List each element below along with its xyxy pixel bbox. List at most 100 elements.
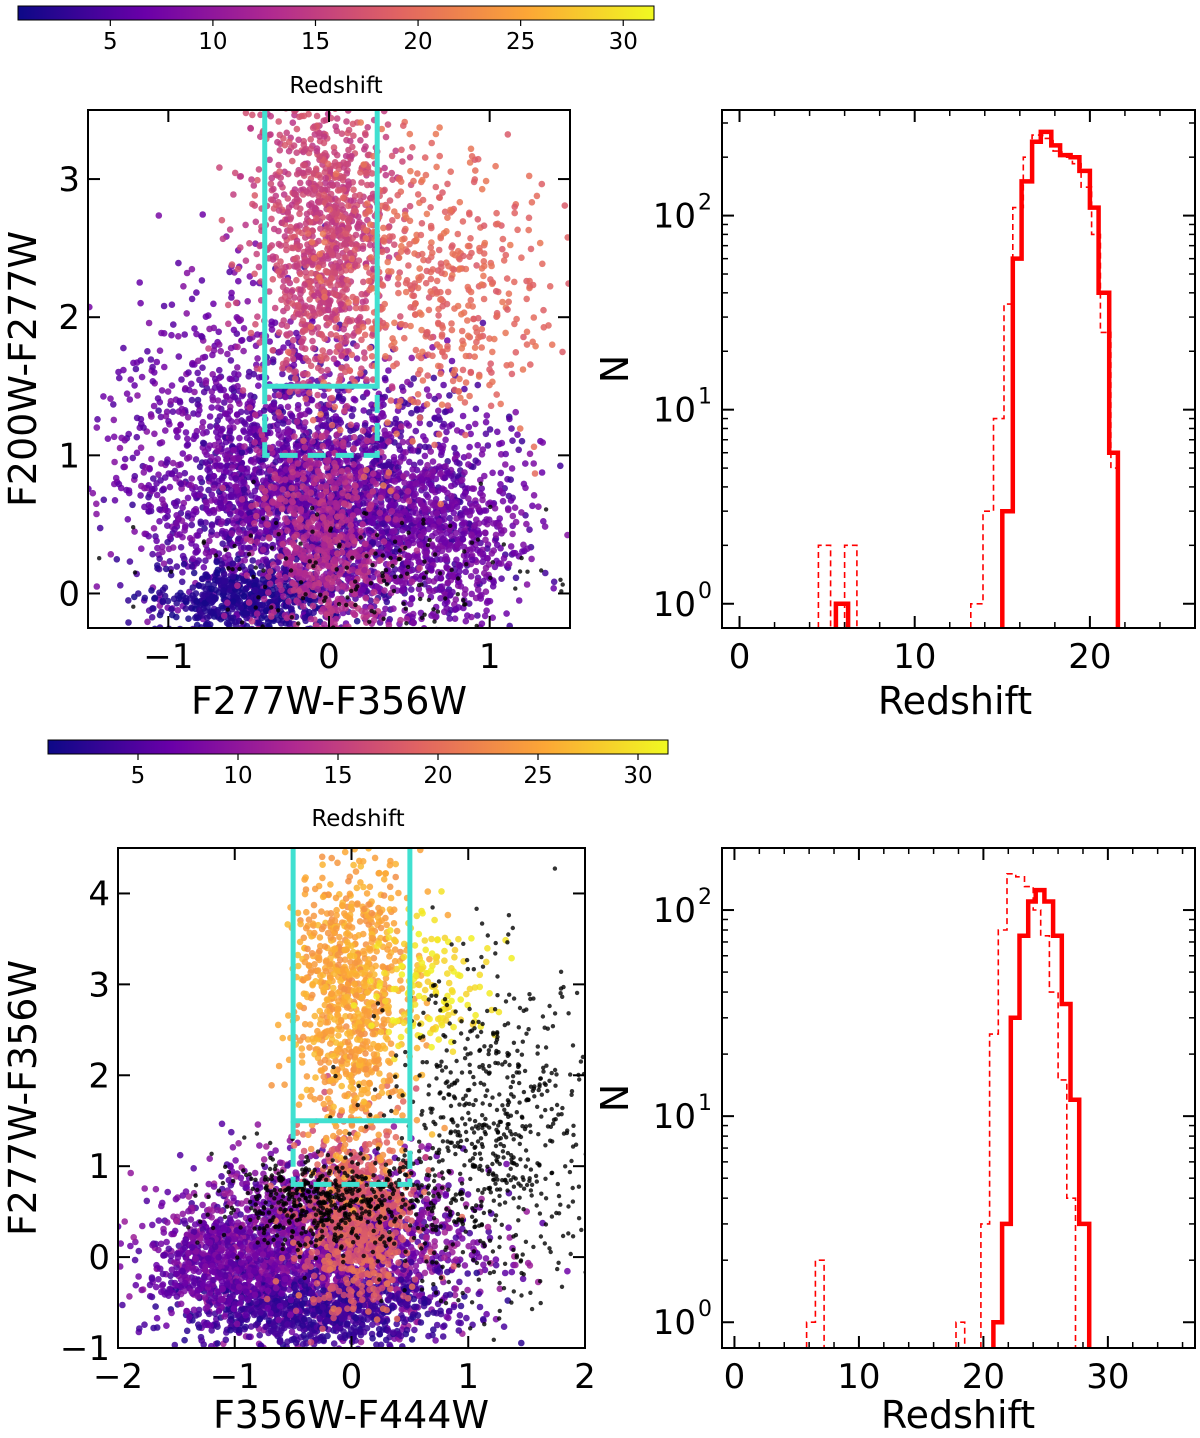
top-scatter-point — [117, 582, 124, 589]
top-scatter-point — [409, 466, 416, 473]
top-scatter-point — [202, 313, 210, 321]
top-scatter-point — [397, 423, 405, 430]
top-scatter-point — [515, 597, 523, 604]
top-scatter-point — [245, 578, 252, 586]
top-scatter-point — [171, 525, 178, 533]
top-scatter-point — [100, 496, 108, 504]
top-scatter-point — [144, 618, 151, 626]
top-scatter-point — [448, 572, 456, 580]
top-scatter-point — [540, 518, 547, 525]
top-scatter-point — [274, 421, 281, 428]
top-scatter-point — [198, 277, 206, 284]
top-scatter-point — [137, 444, 145, 452]
top-scatter-point — [124, 516, 132, 523]
top-scatter-point — [441, 539, 449, 546]
top-scatter-point — [260, 436, 268, 444]
top-scatter-point — [149, 605, 156, 612]
top-scatter-point — [194, 369, 201, 377]
top-scatter-point — [173, 613, 180, 621]
top-scatter-point — [121, 463, 129, 471]
top-scatter-point — [215, 328, 222, 336]
top-scatter-point — [232, 299, 240, 307]
top-scatter-point — [412, 490, 419, 498]
top-scatter-point — [515, 446, 522, 454]
top-scatter-point — [320, 392, 328, 399]
top-scatter-point — [151, 369, 158, 376]
top-scatter-point — [383, 598, 391, 606]
top-colorbar-label: Redshift — [289, 73, 382, 99]
top-scatter-point — [325, 401, 333, 408]
top-scatter-point — [459, 412, 467, 420]
top-scatter-point — [391, 241, 398, 248]
top-scatter-point — [410, 375, 418, 382]
top-scatter-point — [289, 119, 297, 126]
top-scatter-point — [196, 376, 203, 384]
top-scatter-point — [288, 605, 295, 612]
top-scatter-point — [317, 491, 325, 499]
top-scatter-point — [155, 212, 163, 219]
top-scatter-point — [116, 444, 124, 452]
top-scatter-point — [93, 424, 101, 431]
top-scatter-point — [481, 518, 488, 526]
top-scatter-point — [182, 605, 190, 612]
top-scatter-point — [438, 583, 446, 590]
top-scatter-point — [417, 500, 425, 508]
top-scatter-point — [382, 431, 390, 438]
top-scatter-point — [197, 518, 204, 526]
top-scatter-point — [209, 396, 217, 404]
top-scatter-point — [478, 620, 486, 627]
top-scatter-point — [229, 598, 237, 605]
top-scatter-point — [343, 332, 351, 340]
top-scatter-point — [159, 548, 166, 556]
top-scatter-point — [505, 560, 513, 568]
top-scatter-point — [208, 585, 215, 593]
top-scatter-point — [188, 295, 196, 303]
top-scatter-point — [174, 607, 182, 614]
top-scatter-point — [311, 432, 319, 439]
top-scatter-point — [360, 278, 367, 286]
top-scatter-point — [497, 469, 505, 477]
top-scatter-point — [266, 338, 274, 345]
top-scatter-point — [261, 487, 269, 495]
top-scatter-point — [314, 585, 322, 593]
top-scatter-point — [168, 470, 176, 478]
top-scatter-point — [219, 540, 226, 547]
top-scatter-point — [403, 420, 411, 427]
top-scatter-point — [123, 390, 131, 398]
top-scatter-point — [279, 420, 287, 427]
top-colorbar-tick-label-5: 5 — [103, 29, 118, 55]
top-scatter-point — [403, 559, 411, 566]
top-scatter-point — [490, 579, 498, 586]
top-scatter-point — [217, 462, 225, 470]
top-scatter-point — [208, 454, 215, 461]
top-scatter-point — [240, 478, 247, 486]
top-scatter-point — [293, 329, 300, 337]
top-scatter-point — [347, 600, 355, 608]
top-scatter-point — [491, 563, 499, 571]
top-scatter-point — [416, 564, 423, 572]
top-scatter-point — [357, 527, 364, 535]
top-scatter-point — [202, 377, 210, 384]
top-scatter-point — [412, 427, 420, 435]
top-scatter-point — [223, 619, 231, 627]
top-scatter-point — [192, 456, 200, 463]
top-scatter-point — [484, 597, 492, 605]
top-scatter-point — [232, 475, 239, 482]
top-scatter-point — [307, 489, 315, 497]
top-scatter-point — [156, 555, 163, 563]
top-scatter-point — [169, 544, 177, 551]
top-scatter-point — [202, 459, 209, 466]
top-scatter-point — [284, 491, 291, 498]
top-scatter-point — [473, 516, 480, 523]
top-scatter-point — [276, 456, 284, 464]
top-scatter-point — [224, 350, 231, 358]
top-scatter-point — [333, 504, 341, 511]
top-scatter-point — [115, 480, 123, 488]
top-scatter-point — [175, 333, 182, 340]
top-scatter-point — [355, 553, 363, 560]
top-scatter-point — [512, 408, 519, 416]
top-scatter-point — [526, 450, 534, 458]
top-scatter-point — [263, 558, 271, 565]
top-scatter-point — [331, 557, 338, 565]
top-scatter-point — [197, 491, 204, 499]
